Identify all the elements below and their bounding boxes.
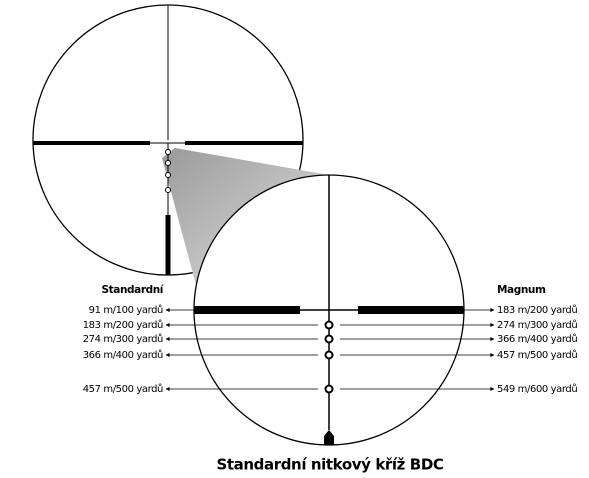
right-label: 274 m/300 yardů: [497, 319, 577, 331]
post: [324, 430, 334, 445]
zoom-cone: [162, 148, 329, 285]
left-label: 366 m/400 yardů: [83, 349, 163, 361]
right-label: 183 m/200 yardů: [497, 304, 577, 316]
bdc-circle: [324, 384, 334, 394]
left-label: 91 m/100 yardů: [89, 304, 163, 316]
right-label: 457 m/500 yardů: [497, 349, 577, 361]
right-heading: Magnum: [497, 284, 546, 296]
caption: Standardní nitkový kříž BDC: [216, 456, 443, 474]
left-heading: Standardní: [101, 284, 164, 296]
bdc-circle: [324, 334, 334, 344]
bdc-circle: [324, 350, 334, 360]
left-label: 274 m/300 yardů: [83, 333, 163, 345]
rows: 91 m/100 yardů 183 m/200 yardů 183 m/200 y…: [83, 304, 578, 395]
right-label: 366 m/400 yardů: [497, 333, 577, 345]
left-label: 457 m/500 yardů: [83, 383, 163, 395]
bdc-circle: [324, 320, 334, 330]
right-label: 549 m/600 yardů: [497, 383, 577, 395]
left-label: 183 m/200 yardů: [83, 319, 163, 331]
bdc-circles: [165, 149, 171, 193]
